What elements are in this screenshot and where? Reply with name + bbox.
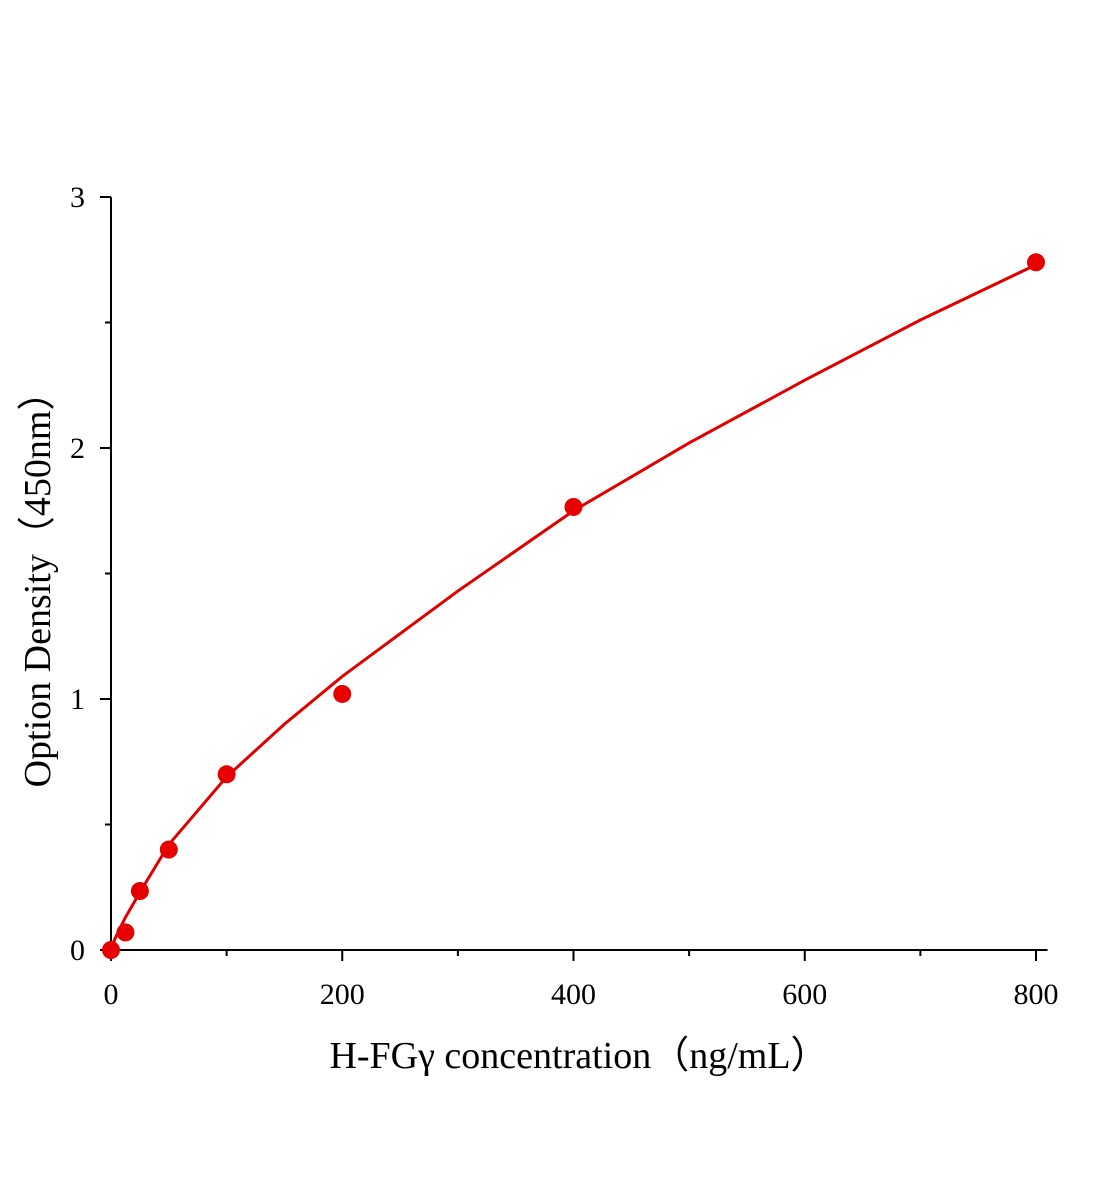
y-tick-label: 0 bbox=[70, 934, 85, 967]
y-tick-label: 3 bbox=[70, 181, 85, 214]
x-tick-label: 200 bbox=[320, 978, 365, 1011]
x-tick-label: 400 bbox=[551, 978, 596, 1011]
fit-curve bbox=[109, 263, 1037, 951]
y-tick-label: 1 bbox=[70, 683, 85, 716]
data-point bbox=[217, 765, 236, 784]
data-point bbox=[102, 941, 120, 959]
data-point bbox=[333, 684, 352, 703]
data-point bbox=[159, 840, 178, 859]
x-tick-label: 600 bbox=[782, 978, 827, 1011]
x-tick-label: 800 bbox=[1014, 978, 1059, 1011]
x-tick-label: 0 bbox=[104, 978, 119, 1011]
data-point bbox=[564, 497, 583, 516]
y-axis-title: Option Density（450nm） bbox=[17, 373, 59, 788]
data-point bbox=[116, 923, 135, 942]
x-axis-title: H-FGγ concentration（ng/mL） bbox=[329, 1035, 828, 1077]
data-point bbox=[1027, 253, 1045, 272]
data-point bbox=[130, 882, 149, 901]
y-tick-label: 2 bbox=[70, 432, 85, 465]
